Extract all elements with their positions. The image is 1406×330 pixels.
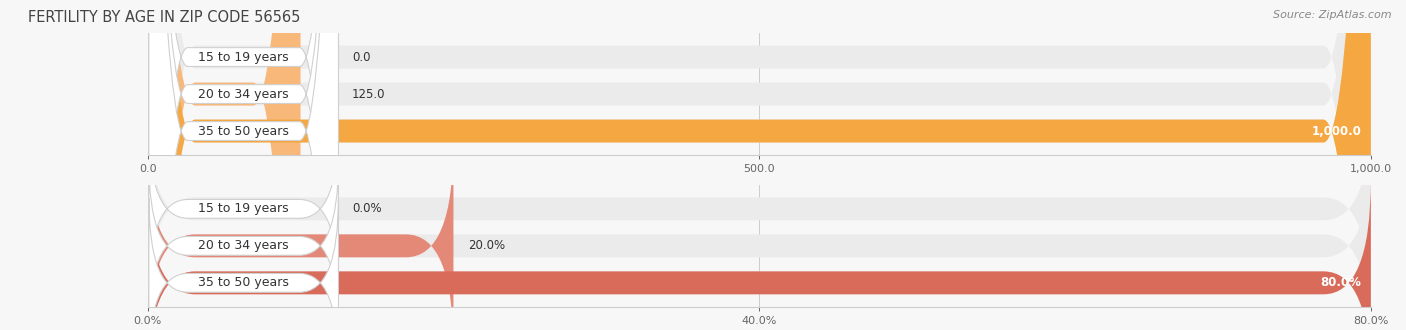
FancyBboxPatch shape bbox=[148, 180, 1371, 330]
FancyBboxPatch shape bbox=[149, 124, 339, 293]
FancyBboxPatch shape bbox=[148, 0, 301, 330]
Text: 125.0: 125.0 bbox=[352, 87, 385, 101]
FancyBboxPatch shape bbox=[148, 0, 1371, 330]
Text: Source: ZipAtlas.com: Source: ZipAtlas.com bbox=[1274, 10, 1392, 20]
FancyBboxPatch shape bbox=[149, 0, 339, 330]
FancyBboxPatch shape bbox=[148, 143, 453, 330]
FancyBboxPatch shape bbox=[148, 180, 1371, 330]
FancyBboxPatch shape bbox=[148, 0, 1371, 330]
FancyBboxPatch shape bbox=[148, 0, 1371, 330]
Text: 15 to 19 years: 15 to 19 years bbox=[198, 202, 290, 215]
FancyBboxPatch shape bbox=[148, 143, 1371, 330]
Text: 0.0%: 0.0% bbox=[352, 202, 381, 215]
Text: 35 to 50 years: 35 to 50 years bbox=[198, 276, 290, 289]
FancyBboxPatch shape bbox=[148, 0, 1371, 330]
Text: 20 to 34 years: 20 to 34 years bbox=[198, 239, 290, 252]
Text: 15 to 19 years: 15 to 19 years bbox=[198, 50, 290, 64]
Text: FERTILITY BY AGE IN ZIP CODE 56565: FERTILITY BY AGE IN ZIP CODE 56565 bbox=[28, 10, 301, 25]
FancyBboxPatch shape bbox=[149, 0, 339, 330]
Text: 80.0%: 80.0% bbox=[1320, 276, 1361, 289]
FancyBboxPatch shape bbox=[148, 106, 1371, 312]
FancyBboxPatch shape bbox=[149, 198, 339, 330]
Text: 35 to 50 years: 35 to 50 years bbox=[198, 124, 290, 138]
Text: 20.0%: 20.0% bbox=[468, 239, 505, 252]
FancyBboxPatch shape bbox=[149, 161, 339, 330]
FancyBboxPatch shape bbox=[149, 0, 339, 330]
Text: 20 to 34 years: 20 to 34 years bbox=[198, 87, 290, 101]
Text: 0.0: 0.0 bbox=[352, 50, 370, 64]
Text: 1,000.0: 1,000.0 bbox=[1312, 124, 1361, 138]
